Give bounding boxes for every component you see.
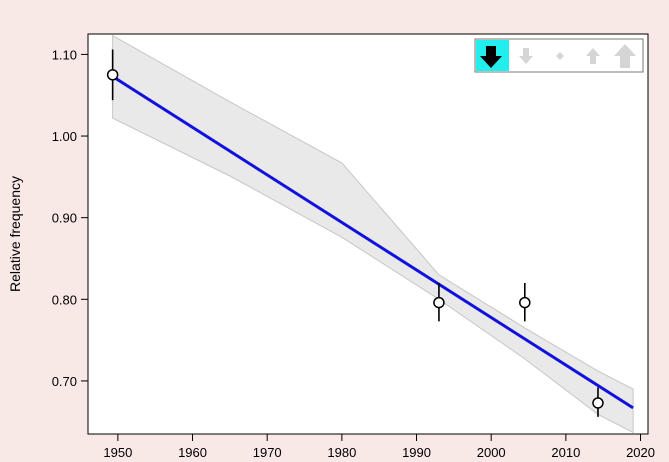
increase-arrow-icon — [586, 48, 600, 64]
strong-decrease-arrow-icon — [480, 46, 502, 68]
x-tick-label: 1950 — [103, 445, 132, 460]
x-tick-label: 1970 — [253, 445, 282, 460]
trend-line — [111, 75, 634, 410]
x-tick-label: 1990 — [402, 445, 431, 460]
y-tick-label: 1.10 — [52, 47, 77, 62]
x-tick-label: 1980 — [327, 445, 356, 460]
x-tick-label: 2020 — [626, 445, 655, 460]
x-tick-label: 1960 — [178, 445, 207, 460]
decrease-arrow-icon — [519, 48, 533, 64]
confidence-band — [112, 34, 634, 434]
data-point — [433, 296, 445, 309]
x-tick-label: 2010 — [551, 445, 580, 460]
y-tick-label: 0.90 — [52, 211, 77, 226]
strong-increase-arrow-icon — [614, 44, 636, 68]
y-axis-label: Relative frequency — [7, 176, 23, 292]
stable-diamond-icon — [556, 52, 564, 60]
y-axis: 0.70 0.80 0.90 1.00 1.10 — [52, 34, 89, 434]
data-point — [519, 296, 531, 309]
data-point — [592, 397, 604, 409]
fit-line-layer — [111, 75, 634, 410]
x-tick-label: 2000 — [477, 445, 506, 460]
data-point — [106, 69, 119, 81]
y-tick-label: 0.80 — [52, 292, 77, 307]
y-tick-label: 0.70 — [52, 374, 77, 389]
x-axis: 1950 1960 1970 1980 1990 2000 2010 2020 — [88, 433, 655, 460]
y-tick-label: 1.00 — [52, 129, 77, 144]
trend-legend — [474, 38, 644, 73]
confidence-band-layer — [112, 34, 634, 434]
data-points-layer — [106, 49, 604, 417]
